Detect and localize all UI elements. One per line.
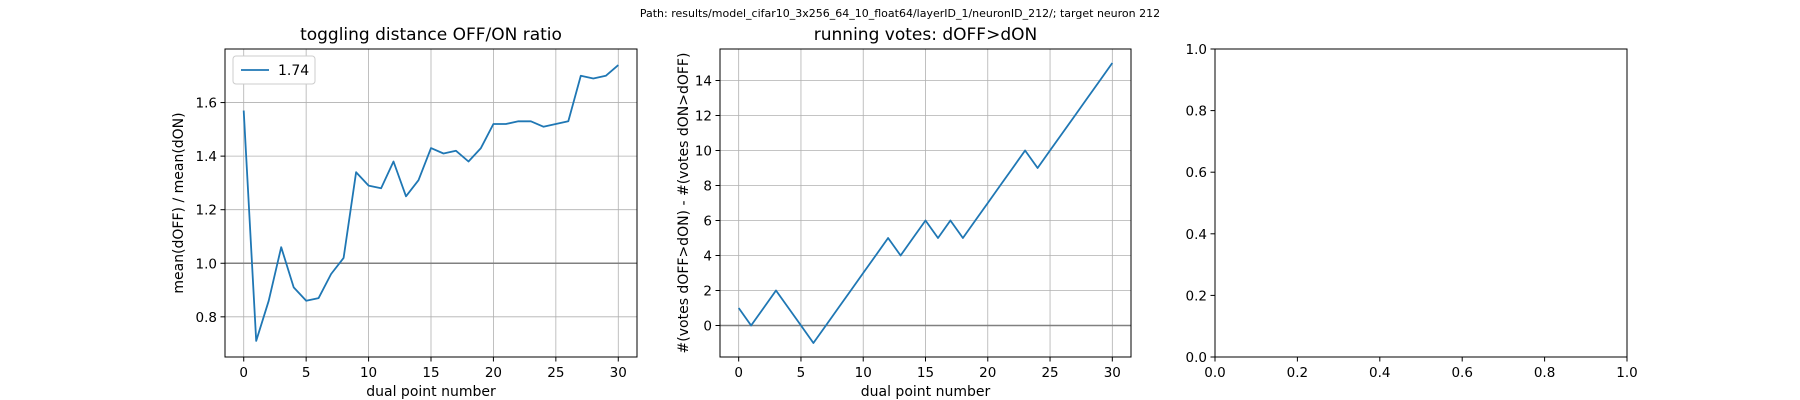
x-axis-label: dual point number	[366, 384, 496, 400]
x-tick-label: 20	[979, 365, 996, 381]
y-tick-label: 10	[695, 144, 712, 160]
y-tick-label: 0.2	[1186, 288, 1207, 304]
x-tick-label: 5	[302, 365, 311, 381]
x-tick-label: 25	[547, 365, 564, 381]
x-tick-label: 30	[1104, 365, 1121, 381]
chart-panel-2: 0 5 10 15 20 25 30 0 2 4 6 8 10 12 14 running votes: dO…	[676, 25, 1132, 400]
legend: 1.74	[232, 55, 316, 85]
x-tick-label: 10	[855, 365, 872, 381]
y-tick-label: 1.6	[196, 96, 217, 112]
chart-title: toggling distance OFF/ON ratio	[300, 25, 562, 45]
x-tick-label: 20	[485, 365, 502, 381]
y-tick-label: 1.0	[196, 256, 217, 272]
x-tick-label: 0.2	[1287, 365, 1308, 381]
series-line-1	[737, 62, 1114, 344]
x-tick-label: 25	[1041, 365, 1058, 381]
y-tick-label: 2	[703, 284, 712, 300]
legend-label: 1.74	[278, 63, 309, 79]
y-tick-label: 0.8	[196, 310, 217, 326]
y-tick-label: 1.4	[196, 149, 217, 165]
y-tick-label: 6	[703, 214, 712, 230]
x-tick-label: 0	[239, 365, 248, 381]
y-tick-label: 0.8	[1186, 104, 1207, 120]
chart-panel-3: 0.0 0.2 0.4 0.6 0.8 1.0 0.0 0.2 0.4 0.6 0.8 1.0	[1186, 42, 1638, 381]
figure-suptitle: Path: results/model_cifar10_3x256_64_10_…	[640, 7, 1160, 20]
x-tick-label: 5	[797, 365, 806, 381]
y-tick-label: 14	[695, 74, 712, 90]
legend-box	[232, 55, 316, 85]
y-axis-label: mean(dOFF) / mean(dON)	[171, 112, 187, 293]
y-tick-label: 0.4	[1186, 227, 1207, 243]
x-tick-label: 0.8	[1534, 365, 1555, 381]
x-tick-label: 15	[917, 365, 934, 381]
y-tick-label: 0.6	[1186, 165, 1207, 181]
y-tick-label: 1.0	[1186, 42, 1207, 58]
x-tick-label: 10	[360, 365, 377, 381]
series-line-1	[242, 64, 619, 342]
x-axis-label: dual point number	[861, 384, 991, 400]
x-tick-label: 30	[610, 365, 627, 381]
y-tick-label: 1.2	[196, 203, 217, 219]
x-tick-label: 15	[422, 365, 439, 381]
axes-frame	[1214, 48, 1628, 358]
x-tick-label: 0.4	[1369, 365, 1390, 381]
x-tick-label: 0.6	[1451, 365, 1472, 381]
chart-panel-1: 0 5 10 15 20 25 30 0.8 1.0 1.2 1.4 1.6 toggling dist…	[171, 25, 638, 400]
x-tick-label: 1.0	[1616, 365, 1637, 381]
y-tick-label: 12	[695, 109, 712, 125]
y-tick-label: 8	[703, 179, 712, 195]
y-axis-label: #(votes dOFF>dON) - #(votes dON>dOFF)	[676, 53, 692, 354]
y-tick-label: 0.0	[1186, 350, 1207, 366]
x-tick-label: 0.0	[1204, 365, 1225, 381]
chart-title: running votes: dOFF>dON	[814, 25, 1037, 45]
y-tick-label: 0	[703, 319, 712, 335]
x-tick-label: 0	[734, 365, 743, 381]
y-tick-label: 4	[703, 249, 712, 265]
